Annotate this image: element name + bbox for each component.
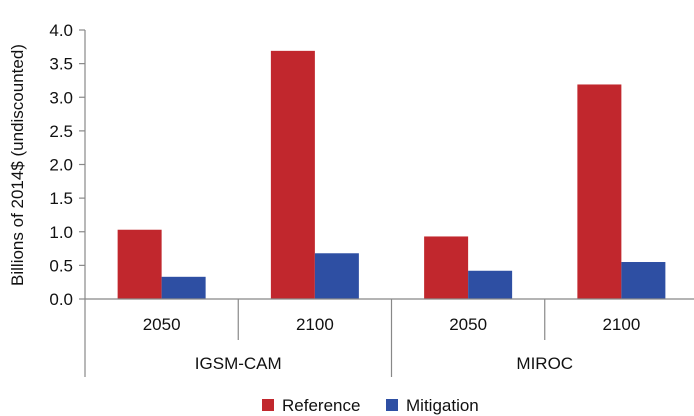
- legend: Reference Mitigation: [262, 396, 479, 415]
- y-axis-label: Billions of 2014$ (undiscounted): [8, 44, 27, 286]
- y-tick-label: 2.5: [49, 122, 73, 141]
- group-label: IGSM-CAM: [195, 354, 282, 373]
- bar-mitigation-1: [161, 276, 206, 299]
- y-tick-label: 3.5: [49, 55, 73, 74]
- bar-mitigation-3: [468, 270, 513, 299]
- legend-swatch-reference: [262, 399, 274, 411]
- bars: [117, 50, 666, 299]
- y-tick-label: 3.0: [49, 88, 73, 107]
- bar-reference-4: [577, 84, 622, 299]
- bar-mitigation-2: [314, 253, 359, 299]
- legend-swatch-mitigation: [386, 399, 398, 411]
- y-tick-label: 2.0: [49, 156, 73, 175]
- x-axis: 2050 2100 2050 2100 IGSM-CAM MIROC: [84, 298, 694, 377]
- bar-reference-1: [117, 229, 162, 299]
- y-tick-label: 1.5: [49, 189, 73, 208]
- bar-reference-2: [270, 50, 315, 299]
- x-tick-label: 2100: [602, 315, 640, 334]
- x-tick-label: 2050: [449, 315, 487, 334]
- y-tick-label: 0.0: [49, 290, 73, 309]
- bar-mitigation-4: [621, 262, 666, 299]
- y-axis: 0.0 0.5 1.0 1.5 2.0 2.5 3.0 3.5 4.0: [49, 21, 86, 309]
- y-tick-label: 0.5: [49, 256, 73, 275]
- group-label: MIROC: [516, 354, 573, 373]
- x-tick-label: 2050: [143, 315, 181, 334]
- legend-label-reference: Reference: [282, 396, 360, 415]
- bar-reference-3: [424, 236, 469, 299]
- x-tick-label: 2100: [296, 315, 334, 334]
- y-tick-label: 4.0: [49, 21, 73, 40]
- legend-label-mitigation: Mitigation: [406, 396, 479, 415]
- y-tick-label: 1.0: [49, 223, 73, 242]
